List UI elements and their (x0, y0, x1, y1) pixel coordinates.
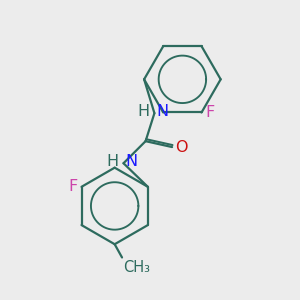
Text: N: N (156, 104, 168, 119)
Text: F: F (205, 105, 214, 120)
Text: H: H (137, 104, 149, 119)
Text: CH₃: CH₃ (124, 260, 151, 274)
Text: H: H (106, 154, 118, 169)
Text: N: N (125, 154, 137, 169)
Text: F: F (69, 179, 78, 194)
Text: O: O (176, 140, 188, 154)
